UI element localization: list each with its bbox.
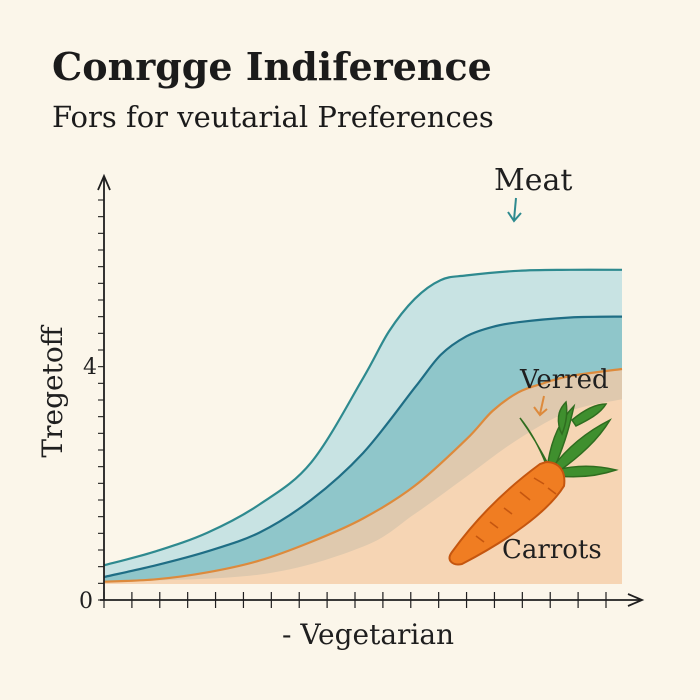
series-label-carrots: Carrots [502, 535, 602, 565]
tick-marks [98, 199, 607, 608]
verred-pointer-arrow [533, 395, 548, 417]
chart-title: Conrgge Indiference [52, 44, 492, 89]
carrot-icon [448, 400, 619, 566]
x-axis-arrow [627, 593, 645, 607]
x-axis-label: - Vegetarian [282, 618, 454, 651]
curve-layer [103, 268, 623, 583]
meat-pointer-arrow [507, 197, 522, 223]
chart-subtitle: Fors for veutarial Preferences [52, 100, 494, 134]
series-label-verred: Verred [519, 365, 609, 395]
y-tick-label-4: 4 [83, 355, 97, 380]
curve-middle [103, 315, 623, 579]
y-tick-label-0: 0 [79, 589, 93, 614]
curve-verred [103, 367, 623, 583]
y-axis-label: Tregetoff [36, 324, 69, 457]
curve-meat [103, 268, 623, 567]
series-label-meat: Meat [494, 163, 572, 198]
y-axis-arrow [97, 173, 111, 191]
